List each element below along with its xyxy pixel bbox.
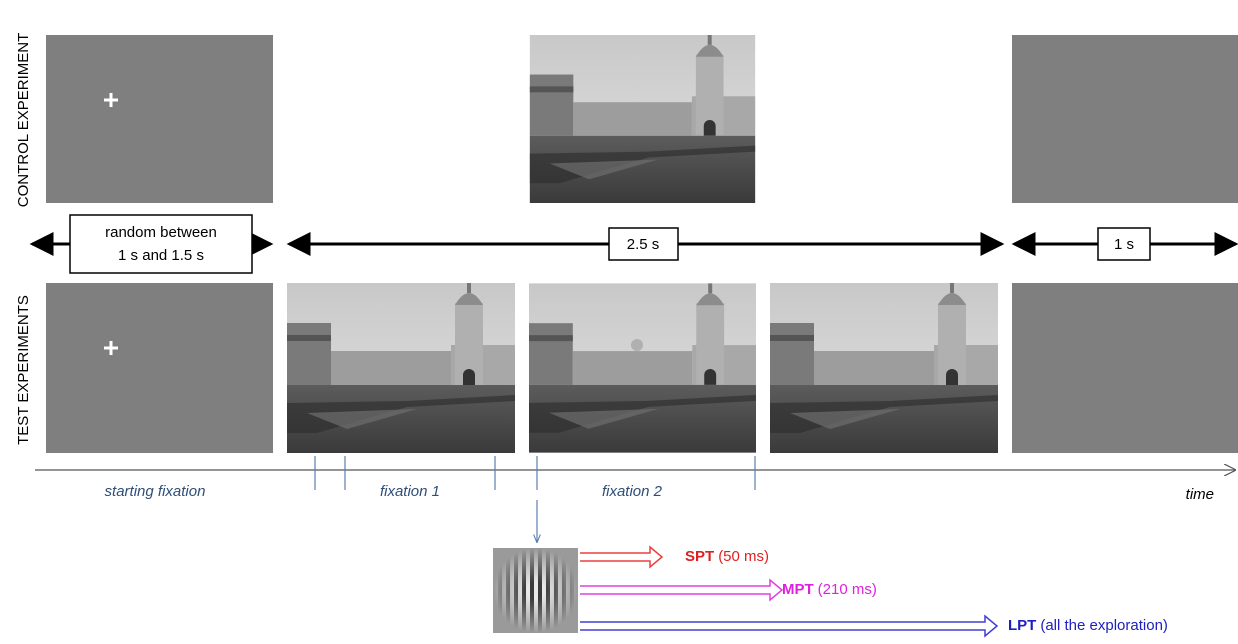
control-row (46, 35, 1238, 203)
filter-arrows (580, 545, 999, 638)
filter-label: LPT (all the exploration) (1008, 617, 1168, 634)
grating (493, 548, 578, 633)
duration-label: 1 s (1114, 236, 1134, 253)
time-axis-label: time (1186, 486, 1214, 503)
timeline (35, 456, 1235, 542)
timeline-label: fixation 2 (602, 483, 663, 500)
row-label: TEST EXPERIMENTS (15, 295, 32, 445)
row-label: CONTROL EXPERIMENT (15, 33, 32, 207)
test-row (46, 283, 1238, 453)
duration-label: 1 s and 1.5 s (118, 247, 204, 264)
filter-label: SPT (50 ms) (685, 548, 769, 565)
duration-label: 2.5 s (627, 236, 660, 253)
timeline-label: fixation 1 (380, 483, 440, 500)
timeline-label: starting fixation (105, 483, 206, 500)
filter-label: MPT (210 ms) (782, 581, 877, 598)
duration-label: random between (105, 224, 217, 241)
